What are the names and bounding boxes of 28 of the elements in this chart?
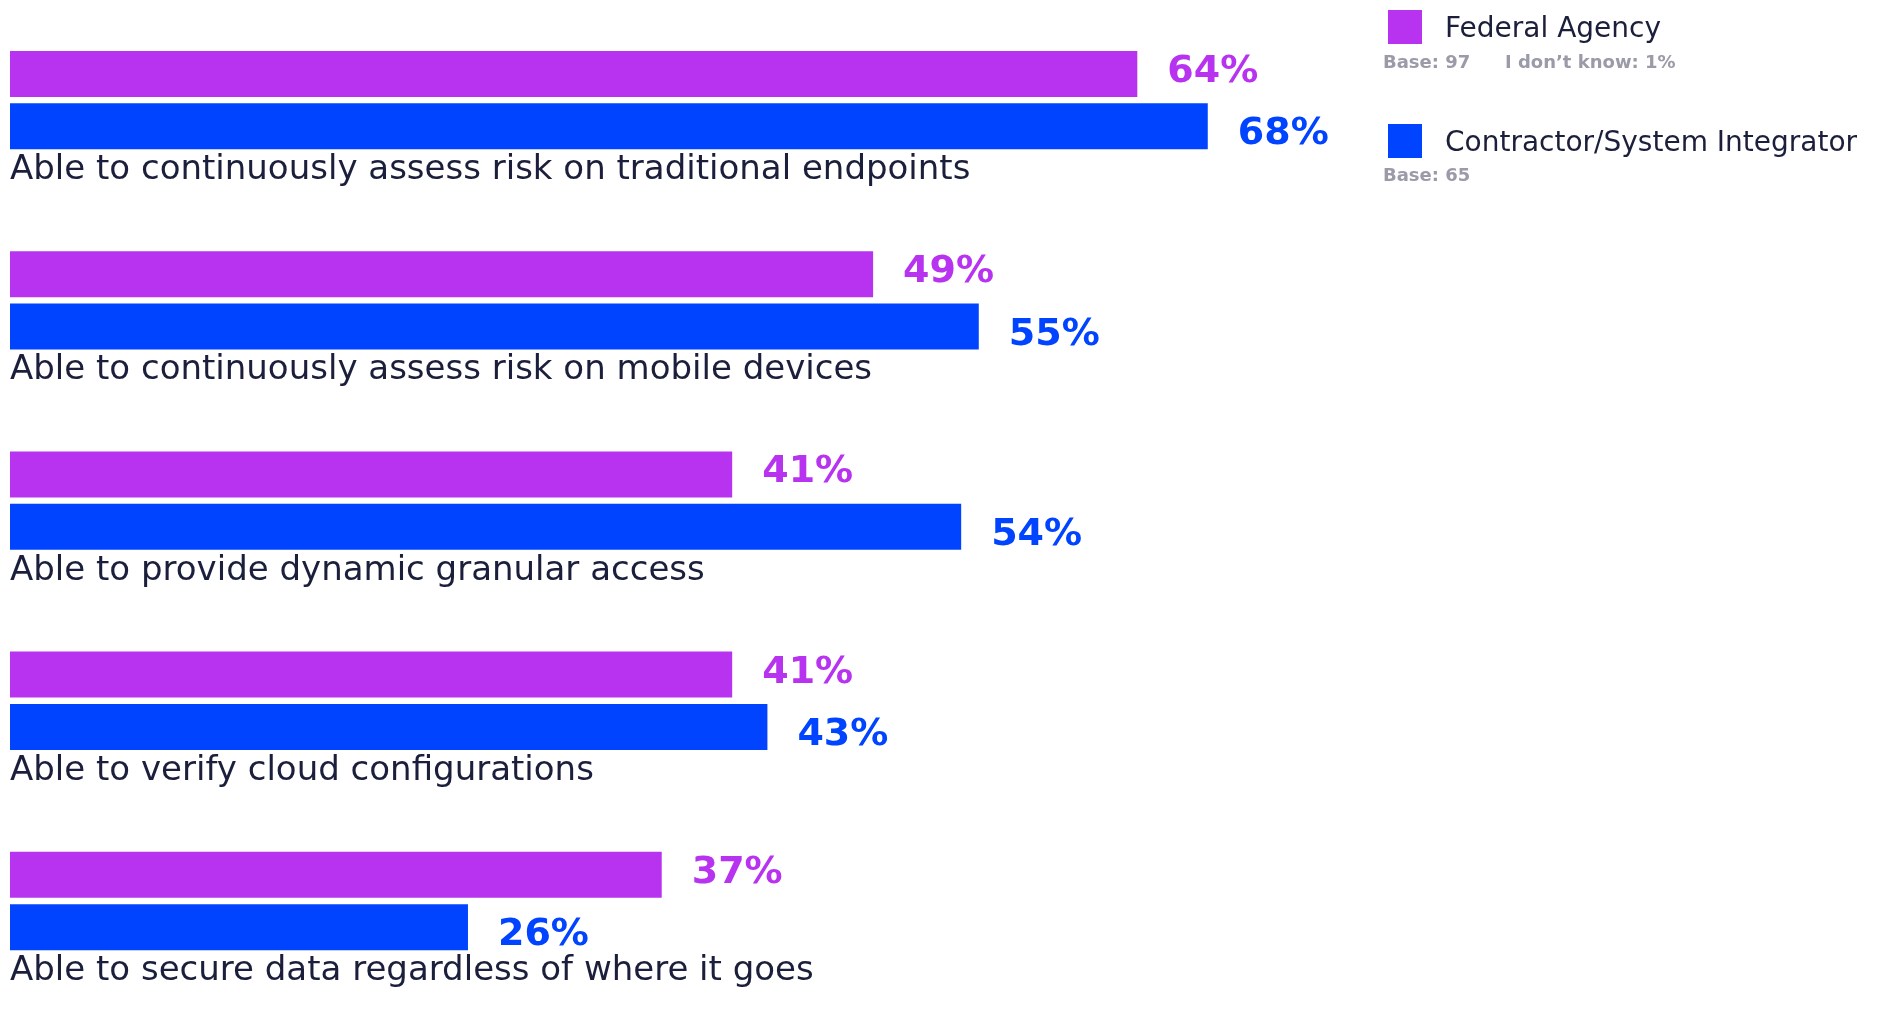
text: Base: 97 — [1383, 50, 1471, 72]
bar — [10, 50, 1138, 97]
bar — [10, 303, 979, 350]
data-label: 54% — [991, 509, 1083, 554]
legend-label: Contractor/System Integrator — [1445, 124, 1858, 158]
text: I don’t know: 1% — [1505, 50, 1676, 72]
bar — [10, 704, 768, 751]
bar — [10, 904, 468, 951]
legend-label: Federal Agency — [1445, 10, 1662, 44]
bar — [10, 503, 962, 550]
bar — [10, 103, 1208, 150]
bar — [10, 251, 874, 298]
data-label: 37% — [691, 847, 783, 892]
data-label: 55% — [1008, 309, 1100, 354]
data-label: 41% — [762, 447, 854, 492]
text: Base: 65 — [1383, 163, 1471, 185]
y-tick-label: Able to provide dynamic granular access — [10, 547, 705, 588]
data-label: 43% — [797, 710, 889, 755]
bar — [10, 851, 662, 898]
data-label: 49% — [903, 247, 995, 292]
data-label: 64% — [1167, 46, 1259, 91]
bar — [10, 651, 733, 698]
y-tick-label: Able to continuously assess risk on mobile devices — [10, 347, 873, 388]
bar — [10, 451, 733, 498]
data-label: 41% — [762, 647, 854, 692]
y-tick-label: Able to continuously assess risk on traditional endpoints — [10, 147, 971, 188]
data-label: 68% — [1237, 109, 1329, 154]
y-tick-label: Able to verify cloud configurations — [10, 747, 594, 788]
